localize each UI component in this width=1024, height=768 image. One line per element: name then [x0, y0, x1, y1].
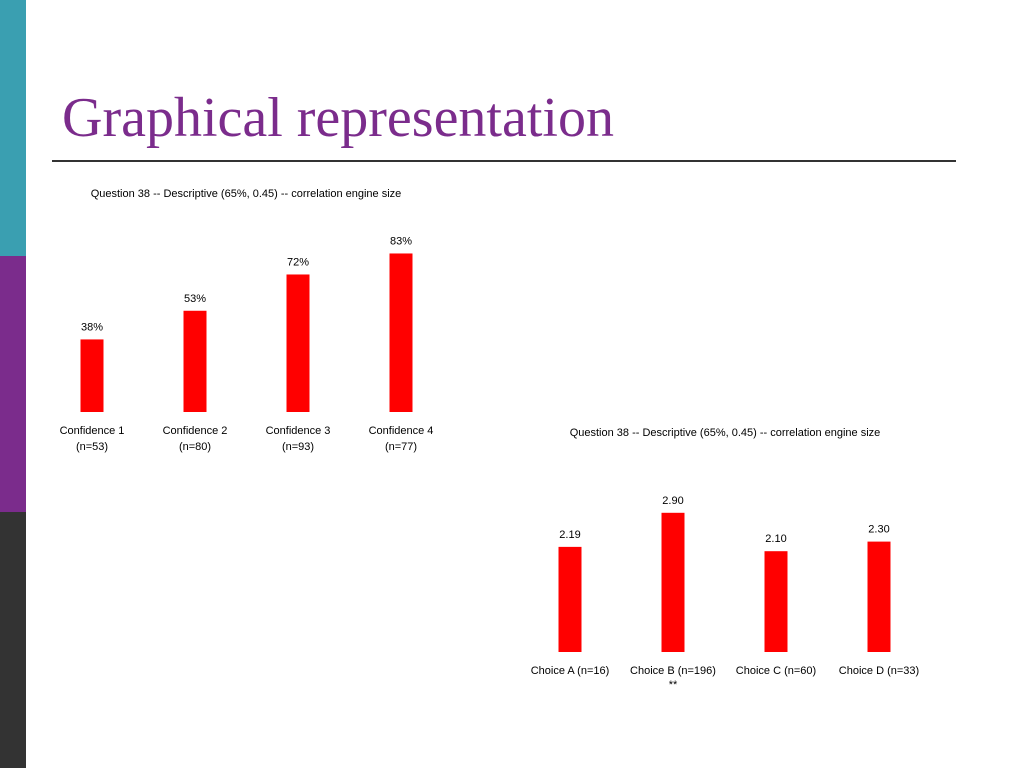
- category-label: Confidence 2: [163, 425, 228, 437]
- category-label: Choice C (n=60): [736, 665, 816, 677]
- bar: [80, 339, 104, 412]
- category-sublabel: **: [669, 679, 678, 691]
- category-label: Confidence 4: [369, 425, 434, 437]
- category-label: Choice A (n=16): [531, 665, 610, 677]
- bar-value-label: 83%: [390, 235, 412, 247]
- side-bar-teal: [0, 0, 26, 256]
- bar-value-label: 2.19: [559, 529, 580, 541]
- title-divider: [52, 160, 956, 162]
- bar-value-label: 38%: [81, 321, 103, 333]
- category-label: Choice D (n=33): [839, 665, 919, 677]
- category-sublabel: (n=80): [179, 441, 211, 453]
- side-bar-purple: [0, 256, 26, 512]
- category-sublabel: (n=77): [385, 441, 417, 453]
- category-label: Confidence 1: [60, 425, 125, 437]
- bar: [389, 253, 413, 412]
- bar: [286, 274, 310, 412]
- bar-value-label: 72%: [287, 256, 309, 268]
- bar-value-label: 2.10: [765, 533, 786, 545]
- category-sublabel: (n=53): [76, 441, 108, 453]
- category-label: Confidence 3: [266, 425, 331, 437]
- bar: [183, 310, 207, 412]
- side-bar-dark: [0, 512, 26, 768]
- chart-title: Question 38 -- Descriptive (65%, 0.45) -…: [91, 188, 402, 200]
- bar-value-label: 2.90: [662, 495, 683, 507]
- category-sublabel: (n=93): [282, 441, 314, 453]
- category-label: Choice B (n=196): [630, 665, 716, 677]
- bar: [661, 512, 685, 652]
- bar: [558, 546, 582, 652]
- bar: [867, 541, 891, 652]
- bar: [764, 551, 788, 652]
- bar-value-label: 53%: [184, 293, 206, 305]
- bar-value-label: 2.30: [868, 524, 889, 536]
- slide-title: Graphical representation: [62, 87, 614, 149]
- chart-title: Question 38 -- Descriptive (65%, 0.45) -…: [570, 427, 881, 439]
